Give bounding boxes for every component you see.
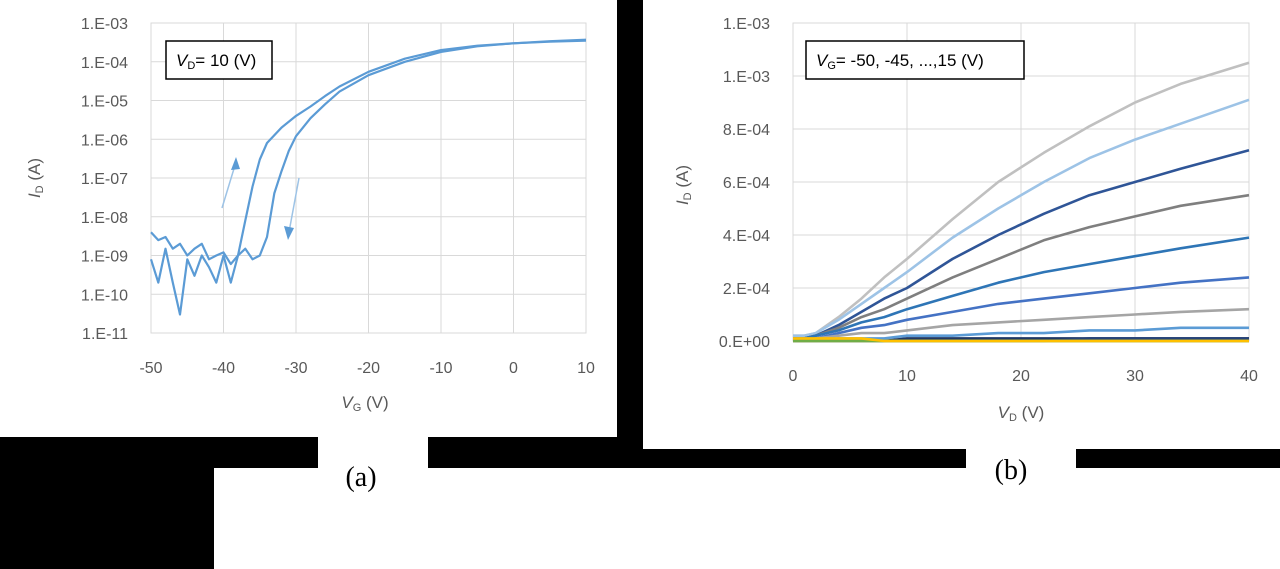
chart-b-x-tick: 40 (1240, 368, 1258, 385)
chart-a-y-tick: 1.E-09 (81, 249, 128, 266)
chart-b-annotation: VG= -50, -45, ...,15 (V) (805, 40, 1025, 80)
chart-a-y-tick: 1.E-07 (81, 171, 128, 188)
chart-b-y-tick: 4.E-04 (723, 228, 770, 245)
chart-a-ylabel: ID (A) (25, 158, 46, 198)
chart-b-y-tick: 0.E+00 (719, 334, 770, 351)
chart-b-series-1 (793, 98, 1250, 338)
chart-a-reverse-arrow-head (284, 226, 294, 240)
chart-a-y-tick: 1.E-05 (81, 94, 128, 111)
chart-a-series-reverse (150, 38, 587, 266)
chart-a-x-tick: 10 (577, 360, 595, 377)
chart-b: 0 10 20 30 40 0.E+00 2.E-04 4.E-04 6.E-04 8.E-04 1… (673, 16, 1258, 424)
chart-b-x-tick: 20 (1012, 368, 1030, 385)
chart-b-series-13 (793, 337, 1249, 343)
chart-b-y-tick: 2.E-04 (723, 281, 770, 298)
chart-b-annotation-frame (805, 40, 1025, 80)
chart-b-x-tick: 30 (1126, 368, 1144, 385)
chart-a-series-forward (149, 39, 587, 316)
chart-a-xlabel: VG (V) (341, 393, 388, 414)
chart-a-y-tick: 1.E-11 (82, 326, 128, 343)
chart-b-y-tick: 1.E-03 (723, 69, 770, 86)
chart-a-y-tick: 1.E-10 (81, 287, 128, 304)
chart-a-x-tick: -50 (139, 360, 162, 377)
chart-b-series-4 (793, 236, 1250, 340)
chart-b-y-tick: 8.E-04 (723, 122, 770, 139)
chart-a-y-tick: 1.E-08 (81, 210, 128, 227)
caption-a: (a) (345, 462, 377, 493)
chart-a-annotation-text: VD= 10 (V) (176, 51, 256, 72)
chart-a-plot-area (150, 22, 587, 334)
chart-a-annotation: VD= 10 (V) (165, 40, 273, 80)
chart-a-x-tick: -10 (429, 360, 452, 377)
panel-a-background (0, 0, 617, 437)
chart-a-y-tick: 1.E-04 (81, 55, 128, 72)
chart-b-x-tick: 10 (898, 368, 916, 385)
chart-a-forward-arrow-head (231, 157, 240, 170)
chart-a-y-tick: 1.E-03 (81, 16, 128, 33)
bottom-strip (214, 468, 1280, 569)
chart-b-y-tick: 1.E-03 (723, 16, 770, 33)
chart-a: -50 -40 -30 -20 -10 0 10 1.E-11 1.E-10 1.E-09 1.E-… (25, 16, 595, 414)
chart-b-annotation-text: VG= -50, -45, ...,15 (V) (816, 51, 984, 72)
chart-a-x-tick: -40 (212, 360, 235, 377)
chart-b-ylabel: ID (A) (673, 165, 694, 205)
chart-a-x-tick: 0 (509, 360, 518, 377)
chart-a-annotation-frame (165, 40, 273, 80)
chart-a-reverse-arrow-shaft (288, 177, 300, 233)
chart-b-x-tick: 0 (789, 368, 798, 385)
chart-a-x-tick: -30 (284, 360, 307, 377)
chart-b-xlabel: VD (V) (998, 403, 1045, 424)
chart-a-y-tick: 1.E-06 (81, 132, 128, 149)
chart-a-x-tick: -20 (357, 360, 380, 377)
caption-b: (b) (994, 455, 1028, 486)
chart-b-y-tick: 6.E-04 (723, 175, 770, 192)
